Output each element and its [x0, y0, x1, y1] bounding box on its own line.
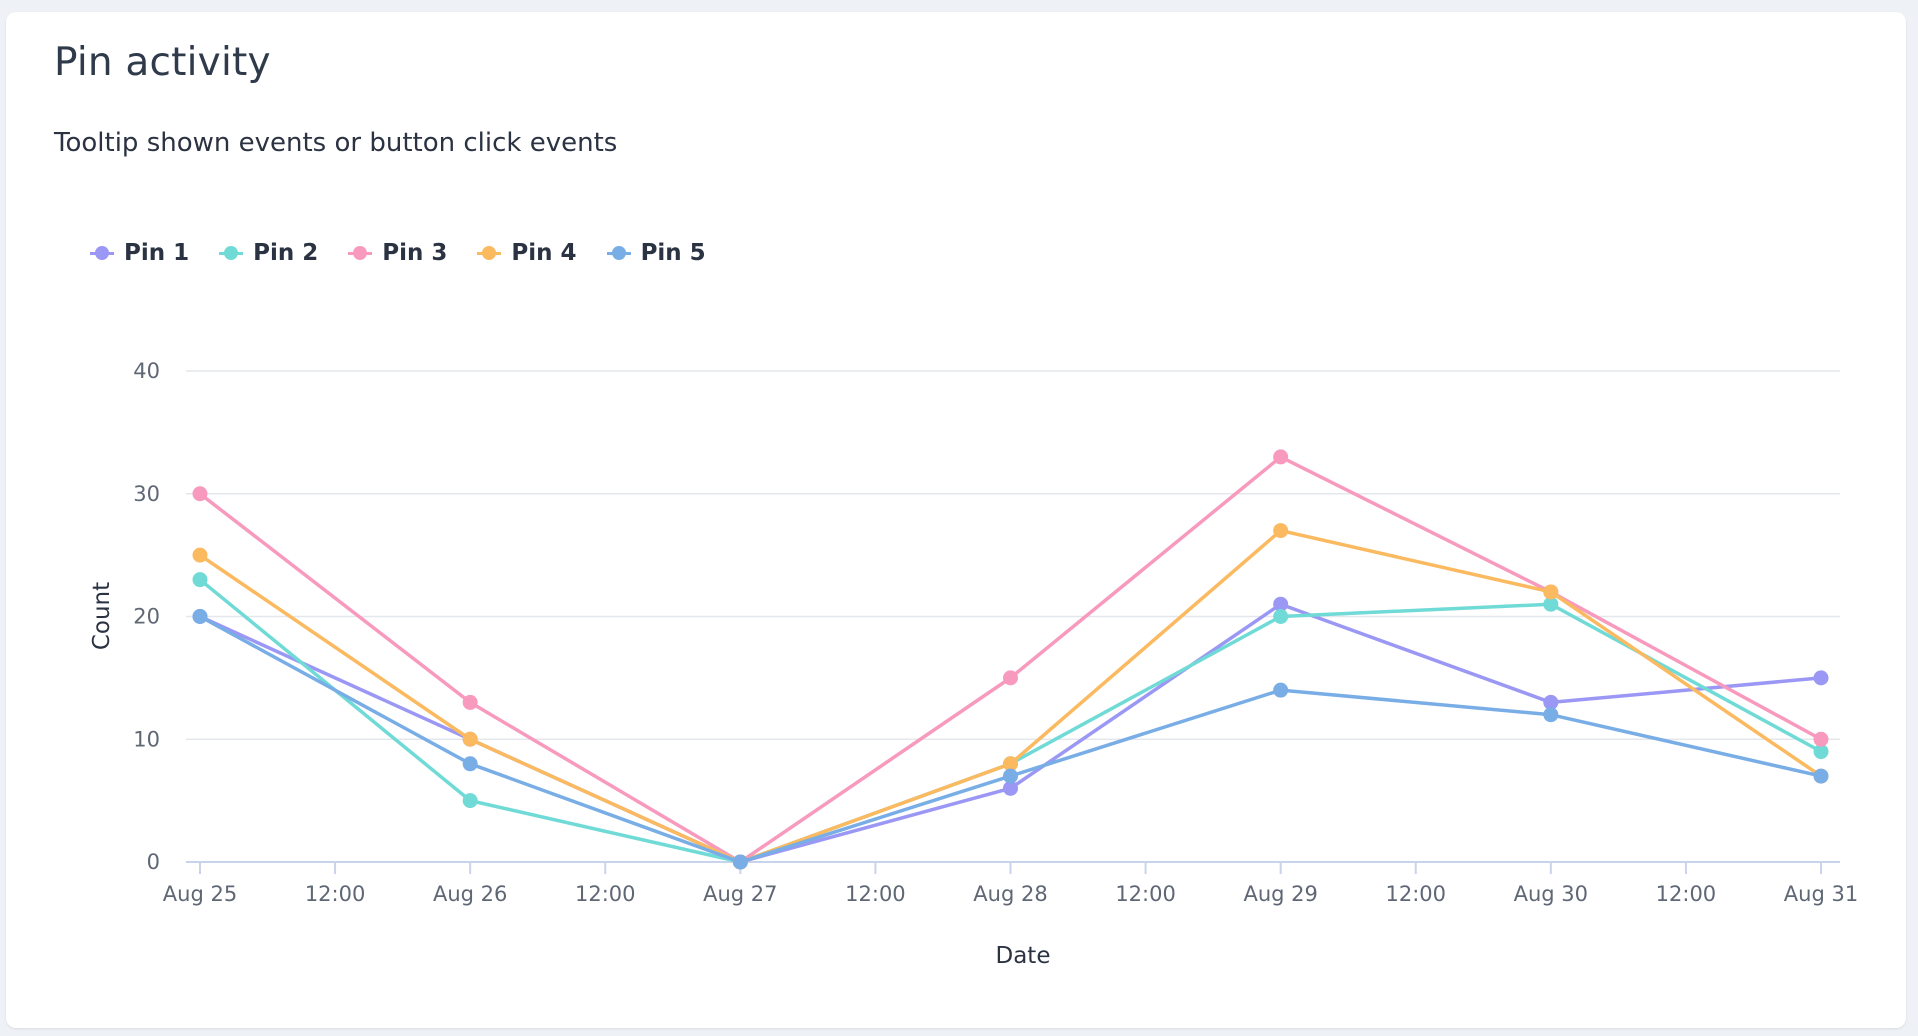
data-point — [1543, 694, 1559, 710]
data-point — [1813, 744, 1829, 760]
data-point — [1273, 609, 1289, 624]
data-point — [192, 547, 208, 563]
data-point — [1003, 756, 1018, 772]
data-point — [1003, 780, 1018, 796]
series-5 — [192, 609, 1829, 870]
chart-legend: Pin 1 Pin 2 Pin 3 Pin 4 Pin 5 — [90, 240, 736, 266]
x-tick-label: 12:00 — [575, 882, 636, 906]
legend-label: Pin 4 — [511, 240, 577, 266]
x-tick-label: 12:00 — [1656, 882, 1717, 906]
x-tick-label: 12:00 — [1115, 882, 1176, 906]
x-tick-label: Aug 31 — [1784, 882, 1858, 906]
line-chart: 0 10 20 30 40 Aug 25 12:00 Aug 26 12:00 Aug 27 12:… — [89, 359, 1858, 969]
series-line — [199, 602, 1822, 864]
data-point — [192, 609, 208, 624]
y-tick-label: 30 — [133, 482, 160, 506]
legend-item-pin-3[interactable]: Pin 3 — [348, 240, 447, 266]
data-point — [1813, 731, 1829, 747]
legend-marker — [348, 246, 373, 260]
series-line — [198, 455, 1822, 864]
x-tick-label: 12:00 — [305, 882, 366, 906]
data-point — [1273, 682, 1289, 698]
legend-marker — [219, 246, 244, 260]
x-tick-label: 12:00 — [845, 882, 906, 906]
y-axis-title: Count — [89, 582, 115, 650]
card-title: Pin activity — [54, 40, 271, 85]
data-point — [1273, 596, 1289, 612]
y-tick-label: 0 — [147, 850, 160, 874]
x-tick-label: Aug 27 — [703, 882, 777, 906]
legend-label: Pin 3 — [382, 240, 448, 266]
data-point — [462, 756, 478, 772]
y-tick-label: 10 — [133, 727, 160, 751]
x-tick-label: 12:00 — [1385, 882, 1446, 906]
data-point — [1273, 449, 1289, 465]
data-point — [1813, 768, 1829, 784]
legend-label: Pin 2 — [253, 240, 319, 266]
data-point — [732, 854, 748, 870]
x-tick-label: Aug 30 — [1514, 882, 1588, 906]
x-axis-title: Date — [996, 943, 1051, 969]
data-point — [192, 486, 208, 502]
x-tick-label: Aug 26 — [433, 882, 507, 906]
series-line — [199, 528, 1822, 864]
legend-item-pin-2[interactable]: Pin 2 — [219, 240, 318, 266]
legend-label: Pin 1 — [124, 240, 190, 266]
series-4 — [192, 523, 1829, 870]
data-point — [1543, 596, 1559, 612]
legend-marker — [606, 246, 631, 260]
legend-label: Pin 5 — [640, 240, 706, 266]
axis-layer — [186, 861, 1840, 874]
pin-activity-card: Pin activity Tooltip shown events or but… — [6, 12, 1906, 1028]
x-tick-label: Aug 25 — [163, 882, 237, 906]
y-tick-label: 20 — [133, 605, 160, 629]
data-point — [1003, 768, 1018, 784]
data-point — [1543, 707, 1559, 723]
y-tick-label: 40 — [133, 359, 160, 383]
data-point — [1003, 670, 1018, 686]
card-subtitle: Tooltip shown events or button click eve… — [54, 128, 618, 158]
data-point — [462, 793, 478, 809]
data-point — [1273, 523, 1289, 539]
legend-item-pin-1[interactable]: Pin 1 — [90, 240, 189, 266]
series-3 — [192, 449, 1829, 870]
series-1 — [192, 596, 1829, 870]
data-point — [1543, 584, 1559, 600]
legend-item-pin-5[interactable]: Pin 5 — [606, 240, 706, 266]
data-point — [192, 572, 208, 588]
grid-layer — [186, 370, 1840, 740]
label-layer: 0 10 20 30 40 Aug 25 12:00 Aug 26 12:00 Aug 27 12:… — [89, 359, 1858, 969]
x-tick-label: Aug 28 — [973, 882, 1047, 906]
x-tick-label: Aug 29 — [1243, 882, 1317, 906]
legend-marker — [90, 246, 114, 260]
data-point — [462, 731, 478, 747]
legend-item-pin-4[interactable]: Pin 4 — [477, 240, 577, 266]
legend-marker — [477, 246, 502, 260]
data-point — [462, 694, 478, 710]
data-point — [1813, 670, 1829, 686]
series-layer — [192, 449, 1829, 870]
